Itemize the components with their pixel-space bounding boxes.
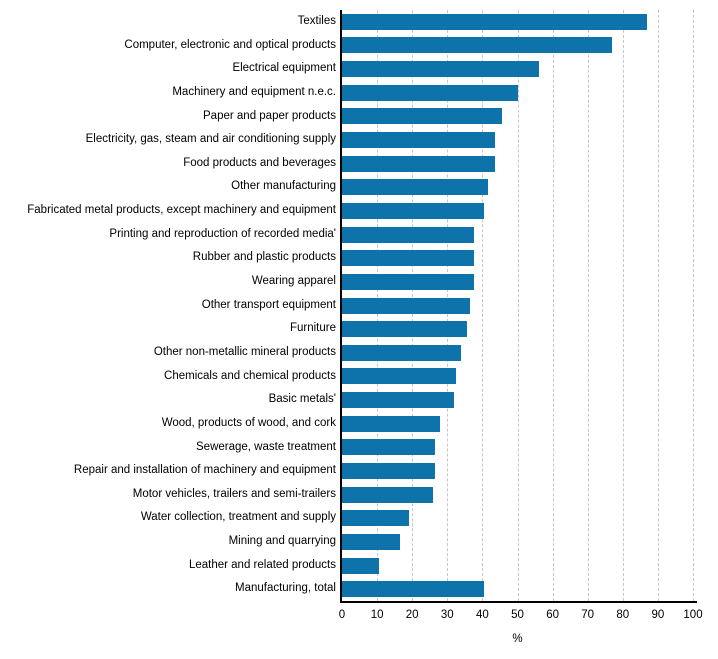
category-label: Fabricated metal products, except machin… xyxy=(27,204,336,217)
bar xyxy=(342,439,435,456)
category-label: Other manufacturing xyxy=(231,180,336,193)
bar xyxy=(342,84,518,101)
bar xyxy=(342,226,474,243)
x-tick-label: 90 xyxy=(651,609,665,621)
bar xyxy=(342,13,648,30)
category-label: Paper and paper products xyxy=(203,109,336,122)
category-label: Electrical equipment xyxy=(232,62,336,75)
bar xyxy=(342,132,495,149)
x-tick-label: 30 xyxy=(440,609,454,621)
bar xyxy=(342,415,441,432)
category-label: Computer, electronic and optical product… xyxy=(124,38,336,51)
gridline xyxy=(482,10,484,601)
category-label: Sewerage, waste treatment xyxy=(196,440,336,453)
bar xyxy=(342,297,471,314)
category-label: Repair and installation of machinery and… xyxy=(73,464,336,477)
bar xyxy=(342,392,455,409)
x-tick-label: 50 xyxy=(511,609,524,621)
bar xyxy=(342,202,485,219)
bar xyxy=(342,486,434,503)
x-tick-label: 70 xyxy=(581,609,595,621)
x-tick-label: 20 xyxy=(405,609,419,621)
bar xyxy=(342,557,379,574)
category-label: Motor vehicles, trailers and semi-traile… xyxy=(132,487,336,500)
x-tick-label: 100 xyxy=(683,609,703,621)
gridline xyxy=(552,10,554,601)
gridline xyxy=(657,10,659,601)
x-axis-line xyxy=(340,601,697,603)
bar xyxy=(342,462,435,479)
bar xyxy=(342,155,495,172)
category-label: Wood, products of wood, and cork xyxy=(161,416,336,429)
bar xyxy=(342,321,467,338)
bar xyxy=(342,581,485,598)
category-label: Food products and beverages xyxy=(183,156,336,169)
category-label: Other transport equipment xyxy=(201,298,336,311)
category-label: Furniture xyxy=(289,322,336,335)
x-tick-label: 80 xyxy=(616,609,630,621)
x-tick-label: 40 xyxy=(475,609,489,621)
y-axis-line xyxy=(340,10,342,603)
category-label: Machinery and equipment n.e.c. xyxy=(172,85,336,98)
gridline xyxy=(622,10,624,601)
bar xyxy=(342,179,488,196)
gridline xyxy=(693,10,694,601)
category-label: Other non-metallic mineral products xyxy=(153,345,336,358)
bar xyxy=(342,273,474,290)
bar xyxy=(342,510,409,527)
gridline xyxy=(517,10,519,601)
bar xyxy=(342,108,502,125)
category-label: Basic metals' xyxy=(268,393,336,406)
category-label: Electricity, gas, steam and air conditio… xyxy=(85,133,336,146)
bar xyxy=(342,250,474,267)
bar xyxy=(342,533,400,550)
gridline xyxy=(587,10,589,601)
category-label: Mining and quarrying xyxy=(228,535,336,548)
bar xyxy=(342,344,462,361)
category-label: Water collection, treatment and supply xyxy=(140,511,336,524)
category-label: Wearing apparel xyxy=(251,275,336,288)
x-tick-label: 10 xyxy=(370,609,384,621)
category-label: Textiles xyxy=(297,15,336,27)
bar xyxy=(342,37,613,54)
category-label: Manufacturing, total xyxy=(234,582,336,595)
category-label: Printing and reproduction of recorded me… xyxy=(109,227,336,240)
bar xyxy=(342,61,539,78)
category-label: Chemicals and chemical products xyxy=(164,369,336,382)
category-label: Leather and related products xyxy=(188,558,336,571)
x-tick-label: 60 xyxy=(546,609,559,621)
x-axis-title: % xyxy=(512,633,523,645)
x-tick-label: 0 xyxy=(338,609,346,621)
category-label: Rubber and plastic products xyxy=(192,251,336,264)
bar xyxy=(342,368,457,385)
